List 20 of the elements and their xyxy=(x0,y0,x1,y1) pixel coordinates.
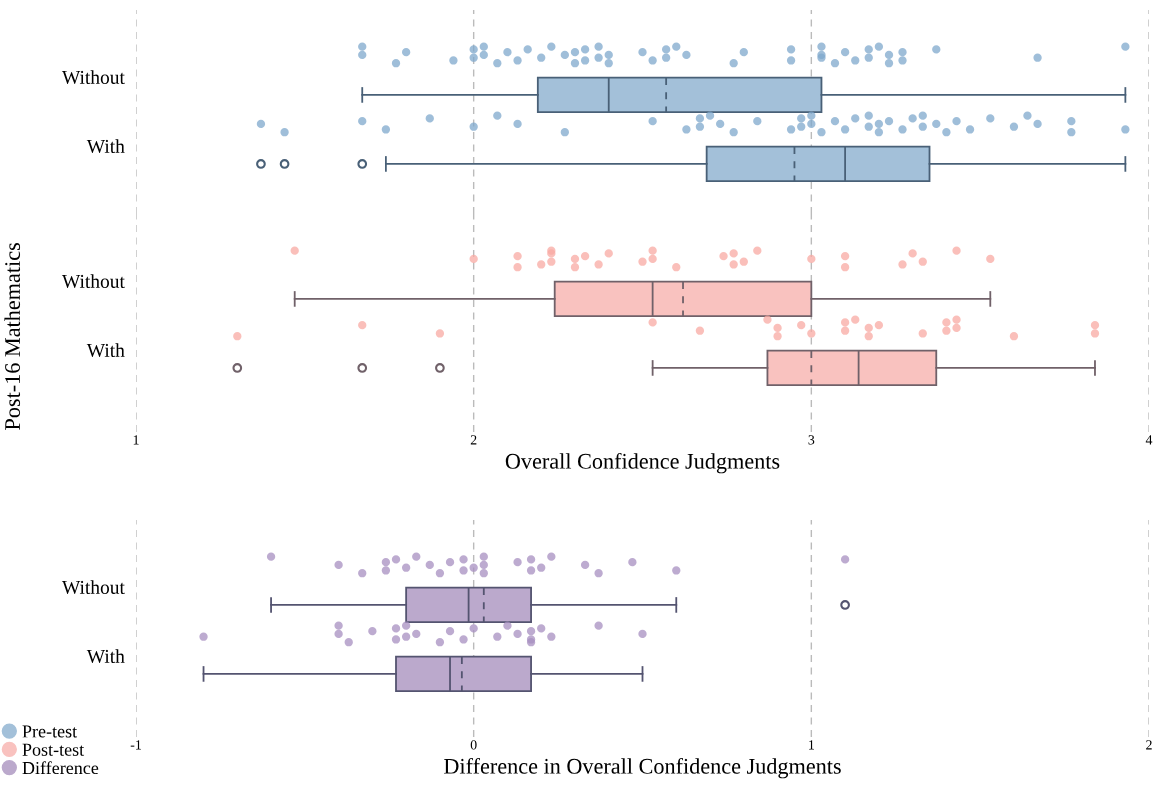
x-axis-title: Difference in Overall Confidence Judgments xyxy=(444,757,841,779)
x-tick-label: 0 xyxy=(470,740,477,750)
x-tick-label: 2 xyxy=(470,435,477,445)
y-tick-label: Without xyxy=(61,70,125,85)
x-tick-label: 1 xyxy=(809,740,814,750)
x-tick-label: 3 xyxy=(808,435,815,445)
y-axis-title: Post-16 Mathematics xyxy=(4,243,21,430)
legend-label: Post-test xyxy=(22,743,85,756)
x-tick-label: 4 xyxy=(1145,435,1153,445)
y-tick-label: With xyxy=(86,139,125,154)
y-tick-label: With xyxy=(86,649,125,664)
legend-label: Difference xyxy=(22,761,99,775)
y-tick-label: With xyxy=(86,343,125,358)
x-tick-label: 2 xyxy=(1146,740,1152,750)
y-tick-label: Without xyxy=(61,580,125,595)
x-tick-label: 1 xyxy=(133,435,139,445)
x-axis-title: Overall Confidence Judgments xyxy=(505,452,780,474)
x-tick-label: -1 xyxy=(130,740,141,750)
legend-label: Pre-test xyxy=(22,725,78,738)
y-tick-label: Without xyxy=(61,274,125,289)
